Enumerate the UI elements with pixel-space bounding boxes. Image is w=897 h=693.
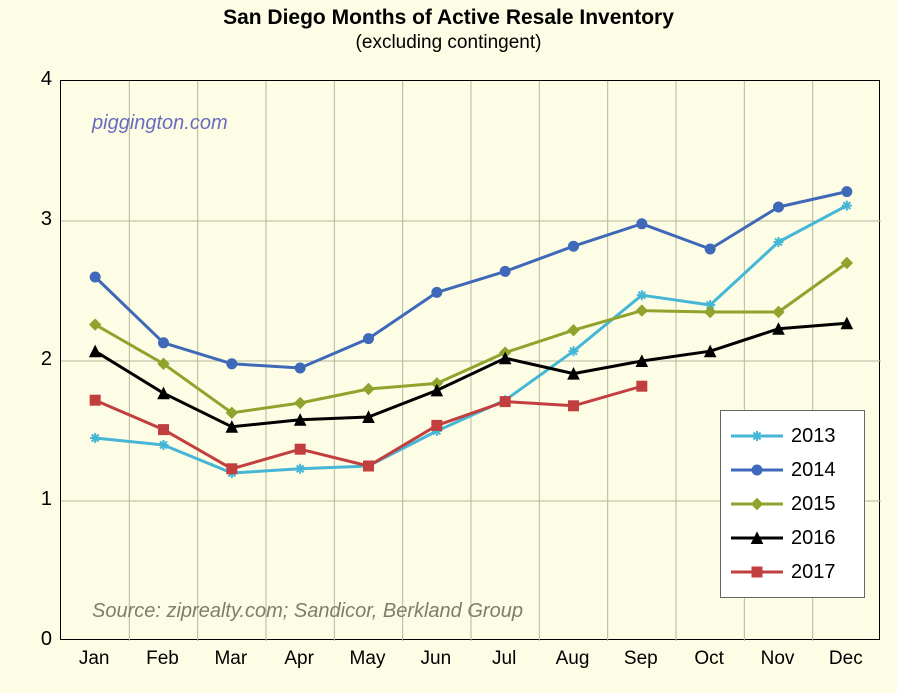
series-marker-2017 xyxy=(227,464,237,474)
legend-item-2013: 2013 xyxy=(731,419,854,453)
series-marker-2015 xyxy=(568,325,579,336)
series-marker-2014 xyxy=(432,287,442,297)
legend-swatch xyxy=(731,460,783,480)
legend-label: 2014 xyxy=(791,459,836,482)
series-marker-2013 xyxy=(90,433,100,443)
legend-label: 2016 xyxy=(791,527,836,550)
series-marker-2017 xyxy=(569,401,579,411)
series-marker-2014 xyxy=(569,241,579,251)
series-marker-2014 xyxy=(90,272,100,282)
legend-item-2014: 2014 xyxy=(731,453,854,487)
x-tick-label: Apr xyxy=(284,648,314,670)
chart-container: San Diego Months of Active Resale Invent… xyxy=(0,0,897,693)
series-marker-2014 xyxy=(705,244,715,254)
chart-title: San Diego Months of Active Resale Invent… xyxy=(0,6,897,30)
x-tick-label: Jan xyxy=(79,648,110,670)
x-tick-label: Jul xyxy=(492,648,516,670)
series-marker-2017 xyxy=(432,420,442,430)
series-marker-2015 xyxy=(636,305,647,316)
x-tick-label: Sep xyxy=(624,648,658,670)
series-marker-2013 xyxy=(774,237,784,247)
source-text: Source: ziprealty.com; Sandicor, Berklan… xyxy=(92,600,523,623)
legend-swatch xyxy=(731,426,783,446)
x-tick-label: Jun xyxy=(421,648,452,670)
x-tick-label: May xyxy=(350,648,386,670)
series-marker-2014 xyxy=(774,202,784,212)
legend-label: 2013 xyxy=(791,425,836,448)
legend-swatch xyxy=(731,562,783,582)
x-tick-label: Aug xyxy=(556,648,590,670)
chart-subtitle: (excluding contingent) xyxy=(0,32,897,54)
series-marker-2015 xyxy=(295,398,306,409)
x-tick-label: Oct xyxy=(694,648,724,670)
series-marker-2016 xyxy=(90,346,101,357)
x-tick-label: Dec xyxy=(829,648,863,670)
series-marker-2013 xyxy=(569,346,579,356)
series-marker-2017 xyxy=(364,461,374,471)
series-marker-2014 xyxy=(842,187,852,197)
y-tick-label: 1 xyxy=(12,488,52,511)
series-marker-2014 xyxy=(227,359,237,369)
series-marker-2013 xyxy=(159,440,169,450)
legend-item-2015: 2015 xyxy=(731,487,854,521)
series-marker-2014 xyxy=(637,219,647,229)
title-block: San Diego Months of Active Resale Invent… xyxy=(0,6,897,54)
legend: 2013 2014 2015 2016 2017 xyxy=(720,410,865,598)
x-tick-label: Nov xyxy=(761,648,795,670)
y-tick-label: 4 xyxy=(12,68,52,91)
series-marker-2017 xyxy=(295,444,305,454)
series-marker-2017 xyxy=(500,397,510,407)
series-marker-2014 xyxy=(364,334,374,344)
legend-item-2016: 2016 xyxy=(731,521,854,555)
series-marker-2014 xyxy=(295,363,305,373)
legend-label: 2017 xyxy=(791,561,836,584)
legend-swatch xyxy=(731,494,783,514)
series-marker-2017 xyxy=(90,395,100,405)
series-marker-2015 xyxy=(363,384,374,395)
y-tick-label: 3 xyxy=(12,208,52,231)
watermark-text: piggington.com xyxy=(92,112,228,135)
series-marker-2014 xyxy=(500,266,510,276)
x-tick-label: Mar xyxy=(214,648,247,670)
x-tick-label: Feb xyxy=(146,648,179,670)
series-marker-2013 xyxy=(295,464,305,474)
legend-item-2017: 2017 xyxy=(731,555,854,589)
series-marker-2017 xyxy=(159,425,169,435)
legend-swatch xyxy=(731,528,783,548)
legend-label: 2015 xyxy=(791,493,836,516)
y-tick-label: 2 xyxy=(12,348,52,371)
series-marker-2014 xyxy=(159,338,169,348)
y-tick-label: 0 xyxy=(12,628,52,651)
series-marker-2017 xyxy=(637,381,647,391)
